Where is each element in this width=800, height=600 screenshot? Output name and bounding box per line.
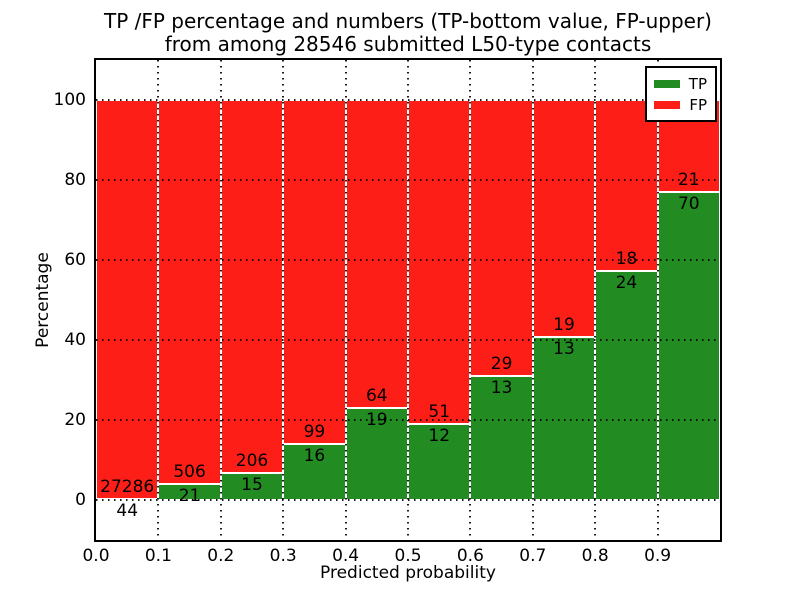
bar-segment-fp bbox=[532, 100, 596, 338]
fp-color-swatch-icon bbox=[654, 100, 680, 109]
bar-segment-fp bbox=[345, 100, 408, 409]
tp-count-label: 19 bbox=[365, 410, 388, 431]
bar-segment-tp bbox=[657, 192, 720, 500]
y-tick-label: 80 bbox=[64, 170, 86, 190]
fp-count-label: 27286 bbox=[100, 477, 155, 498]
x-tick-label: 0.6 bbox=[456, 546, 484, 566]
tp-count-label: 13 bbox=[553, 339, 575, 360]
legend-label-tp: TP bbox=[688, 74, 707, 93]
x-gridline bbox=[469, 60, 472, 540]
chart-title-line1: TP /FP percentage and numbers (TP-bottom… bbox=[104, 9, 712, 33]
x-gridline bbox=[344, 60, 347, 540]
tp-count-label: 16 bbox=[303, 446, 326, 467]
bar-segment-fp bbox=[408, 100, 471, 424]
bar-segment-fp bbox=[220, 100, 284, 473]
bar-segment-fp bbox=[158, 100, 221, 485]
tp-count-label: 12 bbox=[428, 425, 451, 446]
y-tick-label: 40 bbox=[64, 330, 86, 350]
x-gridline bbox=[594, 60, 597, 540]
fp-count-label: 18 bbox=[615, 249, 638, 270]
fp-count-label: 99 bbox=[303, 422, 326, 443]
tp-count-label: 15 bbox=[241, 474, 263, 495]
x-tick-label: 0.5 bbox=[394, 546, 422, 566]
legend-entry-tp: TP bbox=[654, 73, 707, 94]
x-tick-label: 0.7 bbox=[519, 546, 547, 566]
legend-label-fp: FP bbox=[689, 95, 707, 114]
bar-segment-tp bbox=[345, 408, 408, 500]
x-gridline bbox=[407, 60, 409, 540]
x-gridline bbox=[157, 60, 160, 540]
fp-count-label: 206 bbox=[235, 450, 269, 471]
fp-count-label: 19 bbox=[553, 315, 575, 336]
y-tick-label: 60 bbox=[64, 250, 86, 270]
x-gridline bbox=[531, 60, 534, 540]
bar-segment-tp bbox=[595, 271, 658, 500]
bar-segment-fp bbox=[470, 100, 533, 377]
x-gridline bbox=[219, 60, 222, 540]
x-gridline bbox=[656, 60, 659, 540]
tp-count-label: 24 bbox=[615, 273, 638, 294]
bar-segment-fp bbox=[595, 100, 658, 272]
tp-count-label: 44 bbox=[116, 501, 139, 522]
y-tick-label: 100 bbox=[53, 90, 86, 110]
fp-count-label: 506 bbox=[173, 462, 206, 483]
tp-color-swatch-icon bbox=[654, 79, 680, 88]
bar-segment-fp bbox=[96, 100, 159, 500]
tp-count-label: 70 bbox=[677, 194, 700, 215]
fp-count-label: 21 bbox=[677, 170, 700, 191]
bar-segment-fp bbox=[283, 100, 346, 445]
y-tick-label: 20 bbox=[64, 410, 86, 430]
x-tick-label: 0.9 bbox=[644, 546, 672, 566]
x-tick-label: 0.0 bbox=[82, 546, 110, 566]
x-tick-label: 0.2 bbox=[207, 546, 235, 566]
chart-title: TP /FP percentage and numbers (TP-bottom… bbox=[96, 10, 720, 56]
x-tick-label: 0.3 bbox=[269, 546, 297, 566]
fp-count-label: 29 bbox=[490, 354, 513, 375]
fp-count-label: 51 bbox=[428, 401, 451, 422]
legend-box: TP FP bbox=[645, 66, 717, 122]
fp-count-label: 64 bbox=[365, 386, 388, 407]
tp-count-label: 21 bbox=[178, 486, 201, 507]
y-tick-label: 0 bbox=[75, 490, 86, 510]
x-tick-label: 0.1 bbox=[144, 546, 172, 566]
tp-count-label: 13 bbox=[490, 378, 513, 399]
x-gridline bbox=[282, 60, 285, 540]
x-axis-label: Predicted probability bbox=[320, 563, 496, 583]
legend-entry-fp: FP bbox=[654, 94, 707, 115]
chart-title-line2: from among 28546 submitted L50-type cont… bbox=[164, 32, 652, 56]
x-tick-label: 0.8 bbox=[581, 546, 609, 566]
x-tick-label: 0.4 bbox=[332, 546, 360, 566]
